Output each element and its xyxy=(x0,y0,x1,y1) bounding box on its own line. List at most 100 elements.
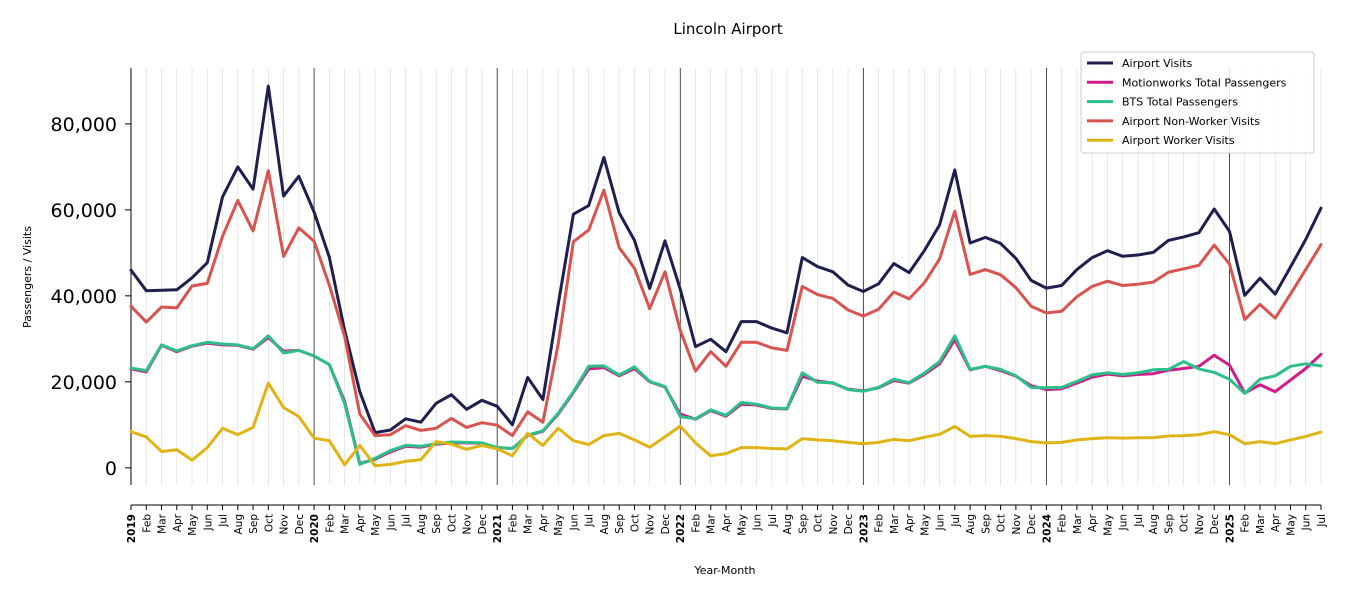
legend-entry: BTS Total Passengers xyxy=(1122,96,1238,109)
x-tick-label: Nov xyxy=(645,514,657,535)
x-tick-label: Feb xyxy=(324,514,336,533)
x-tick-label: Aug xyxy=(416,514,428,535)
x-tick-label: Oct xyxy=(1179,514,1191,532)
x-tick-label: Apr xyxy=(355,513,367,532)
legend-box xyxy=(1080,51,1315,154)
x-tick-label: Sep xyxy=(980,514,992,534)
x-tick-label: Aug xyxy=(233,514,245,535)
x-tick-label: Feb xyxy=(1057,514,1069,533)
x-tick-label: Sep xyxy=(431,514,443,534)
chart-title: Lincoln Airport xyxy=(673,20,782,38)
x-tick-label-year: 2021 xyxy=(492,514,504,543)
x-tick-label: Aug xyxy=(599,514,611,535)
x-tick-label: Oct xyxy=(813,514,825,532)
x-tick-label: Oct xyxy=(996,514,1008,532)
y-axis-label: Passengers / Visits xyxy=(21,226,34,328)
x-tick-label: Aug xyxy=(965,514,977,535)
x-tick-label: Oct xyxy=(263,514,275,532)
x-tick-label: Jul xyxy=(584,514,596,528)
legend-entry: Airport Worker Visits xyxy=(1122,134,1235,147)
x-tick-label: Dec xyxy=(294,514,306,535)
legend-entry: Airport Visits xyxy=(1122,57,1193,70)
legend: Airport Visits Motionworks Total Passenge… xyxy=(1080,51,1315,154)
y-tick-label: 80,000 xyxy=(51,114,117,136)
x-tick-label: May xyxy=(370,514,382,536)
x-tick-label: May xyxy=(187,514,199,536)
x-tick-label: Mar xyxy=(706,513,718,533)
y-tick-label: 20,000 xyxy=(51,372,117,394)
x-tick-label-year: 2025 xyxy=(1224,514,1236,543)
x-tick-label: May xyxy=(1285,514,1297,536)
x-axis-label: Year-Month xyxy=(693,564,755,577)
x-tick-label: Apr xyxy=(904,513,916,532)
x-tick-label: Aug xyxy=(782,514,794,535)
y-tick-label: 0 xyxy=(105,458,117,480)
series-line-airport-visits xyxy=(129,84,1323,435)
legend-entry: Motionworks Total Passengers xyxy=(1122,76,1287,89)
x-tick-label: Jun xyxy=(935,514,947,531)
x-tick-label: Feb xyxy=(141,514,153,533)
x-tick-label: Jul xyxy=(950,514,962,528)
x-tick-label: Nov xyxy=(462,514,474,535)
x-tick-label: Mar xyxy=(1255,513,1267,533)
series-line-bts-total-passengers xyxy=(129,334,1323,466)
x-tick-label-year: 2022 xyxy=(675,514,687,543)
x-tick-label: Nov xyxy=(1011,514,1023,535)
x-tick-label: Feb xyxy=(690,514,702,533)
x-tick-label: Feb xyxy=(1240,514,1252,533)
legend-entry: Airport Non-Worker Visits xyxy=(1122,115,1260,128)
series-lines xyxy=(129,84,1323,468)
x-tick-label: Mar xyxy=(1072,513,1084,533)
series-line-airport-worker-visits xyxy=(129,381,1323,468)
x-tick-label: Jul xyxy=(1133,514,1145,528)
y-tick-label: 40,000 xyxy=(51,286,117,308)
x-tick-label: Feb xyxy=(874,514,886,533)
x-tick-label: Jun xyxy=(385,514,397,531)
x-tick-label: Jul xyxy=(401,514,413,528)
x-tick-label: Nov xyxy=(828,514,840,535)
x-tick-label: May xyxy=(553,514,565,536)
x-tick-label: Feb xyxy=(507,514,519,533)
x-tick-label: Mar xyxy=(889,513,901,533)
grid-lines xyxy=(130,68,1322,485)
x-tick-label: May xyxy=(919,514,931,536)
x-tick-label: Oct xyxy=(629,514,641,532)
x-tick-label: Jun xyxy=(202,514,214,531)
x-tick-label: May xyxy=(1102,514,1114,536)
x-tick-label: Mar xyxy=(523,513,535,533)
x-tick-label: Mar xyxy=(157,513,169,533)
x-tick-label: Sep xyxy=(614,514,626,534)
y-tick-label: 60,000 xyxy=(51,200,117,222)
x-tick-label: Jul xyxy=(218,514,230,528)
x-tick-label: Apr xyxy=(1087,513,1099,532)
x-tick-label: Dec xyxy=(477,514,489,535)
x-tick-label-year: 2023 xyxy=(858,514,870,543)
x-tick-label: Jun xyxy=(1118,514,1130,531)
x-tick-label: Apr xyxy=(172,513,184,532)
series-line-airport-non-worker-visits xyxy=(129,169,1323,438)
x-tick-label-year: 2019 xyxy=(126,514,138,543)
x-tick-label: Mar xyxy=(340,513,352,533)
x-tick-label: Apr xyxy=(1270,513,1282,532)
x-tick-label-year: 2020 xyxy=(309,514,321,543)
x-tick-label: Jun xyxy=(568,514,580,531)
x-tick-label: Jun xyxy=(752,514,764,531)
x-tick-label: Aug xyxy=(1148,514,1160,535)
x-tick-label: May xyxy=(736,514,748,536)
x-tick-label: Nov xyxy=(279,514,291,535)
x-tick-label: Jun xyxy=(1301,514,1313,531)
x-tick-label: Jul xyxy=(1316,514,1328,528)
x-tick-label: Oct xyxy=(446,514,458,532)
x-tick-label: Sep xyxy=(797,514,809,534)
x-tick-label-year: 2024 xyxy=(1041,514,1053,543)
x-tick-label: Sep xyxy=(1163,514,1175,534)
x-tick-label: Dec xyxy=(1209,514,1221,535)
x-tick-label: Dec xyxy=(660,514,672,535)
x-tick-label: Dec xyxy=(843,514,855,535)
x-tick-label: Sep xyxy=(248,514,260,534)
x-tick-label: Dec xyxy=(1026,514,1038,535)
x-tick-label: Apr xyxy=(538,513,550,532)
